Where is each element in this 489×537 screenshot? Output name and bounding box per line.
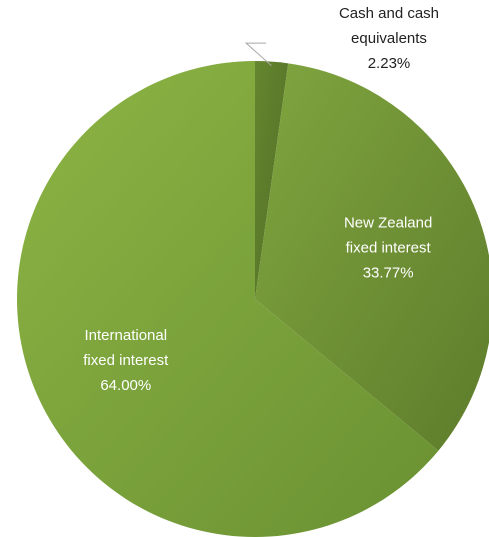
pie-slice-cash-and-cash-equivalents bbox=[255, 61, 289, 299]
leader-line-cash-and-cash-equivalents bbox=[244, 42, 272, 66]
data-label-new-zealand-fixed-interest-line-2: fixed interest bbox=[346, 239, 432, 256]
data-label-cash-and-cash-equivalents-line-3: 2.23% bbox=[368, 55, 411, 72]
pie-slice-international-fixed-interest bbox=[16, 61, 439, 537]
data-label-new-zealand-fixed-interest-line-3: 33.77% bbox=[363, 264, 414, 281]
data-label-international-fixed-interest-line-1: International bbox=[85, 327, 168, 344]
pie-slice-new-zealand-fixed-interest bbox=[255, 63, 489, 451]
data-label-international-fixed-interest-line-2: fixed interest bbox=[83, 352, 169, 369]
data-label-cash-and-cash-equivalents-line-1: Cash and cash bbox=[339, 5, 439, 22]
pie-data-labels: Cash and cash equivalents 2.23% New Zealand… bbox=[83, 5, 439, 394]
data-label-new-zealand-fixed-interest-line-1: New Zealand bbox=[344, 214, 432, 231]
data-label-cash-and-cash-equivalents-line-2: equivalents bbox=[351, 30, 427, 47]
data-label-international-fixed-interest-line-3: 64.00% bbox=[100, 377, 151, 394]
pie-slices bbox=[16, 61, 489, 537]
